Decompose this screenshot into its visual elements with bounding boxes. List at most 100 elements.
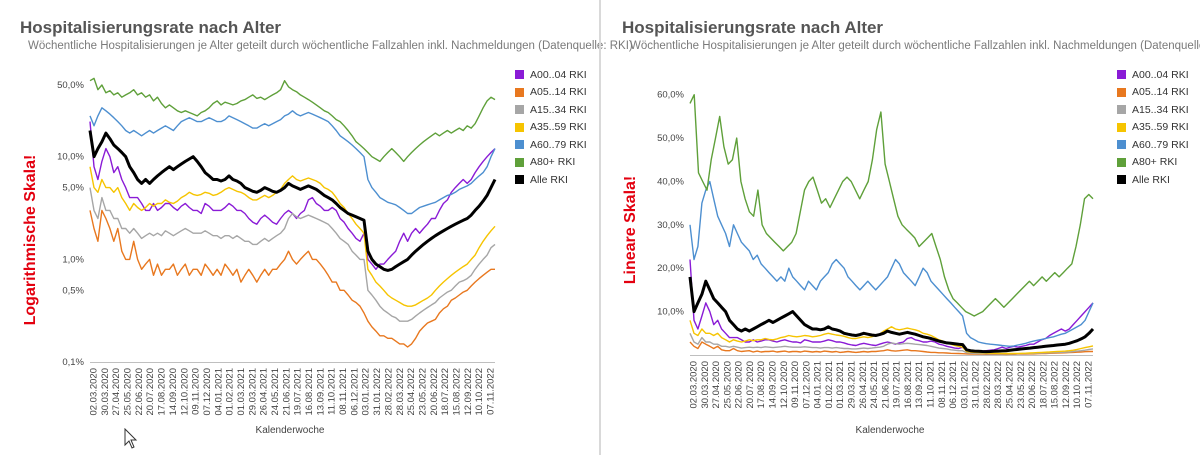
x-tick-label: 30.03.2020 <box>100 368 111 416</box>
x-tick-label: 29.03.2021 <box>247 368 258 416</box>
x-tick-label: 12.09.2022 <box>463 368 474 416</box>
legend-item: A80+ RKI <box>1117 154 1189 172</box>
x-tick-label: 20.06.2022 <box>429 368 440 416</box>
x-tick-label: 21.06.2021 <box>281 368 292 416</box>
y-tick-label: 10,0% <box>657 307 684 318</box>
x-tick-label: 31.01.2022 <box>372 368 383 416</box>
legend-swatch <box>515 87 524 97</box>
y-tick-label: 60,0% <box>657 90 684 101</box>
series-line-a00-04-rki <box>89 121 496 270</box>
x-tick-label: 01.03.2021 <box>835 361 846 409</box>
series-line-a80-rki <box>89 77 496 163</box>
y-tick-label: 30,0% <box>657 220 684 231</box>
y-axis-annotation: Lineare Skala! <box>622 176 639 285</box>
x-tick-label: 20.07.2020 <box>145 368 156 416</box>
x-tick-label: 10.10.2022 <box>1072 361 1083 409</box>
y-tick-label: 50,0% <box>657 133 684 144</box>
x-tick-label: 24.05.2021 <box>869 361 880 409</box>
panel-divider <box>599 0 601 455</box>
y-tick-label: 5,0% <box>62 183 84 194</box>
x-tick-label: 07.12.2020 <box>202 368 213 416</box>
legend-label: A35..59 RKI <box>530 121 587 134</box>
x-tick-label: 25.04.2022 <box>1005 361 1016 409</box>
x-tick-label: 21.06.2021 <box>880 361 891 409</box>
chart-panel-linear: Hospitalisierungsrate nach Alter Wöchent… <box>602 0 1200 455</box>
legend-label: A80+ RKI <box>1132 156 1178 169</box>
x-tick-label: 20.07.2020 <box>745 361 756 409</box>
x-tick-label: 23.05.2022 <box>417 368 428 416</box>
legend-swatch <box>1117 122 1126 132</box>
x-tick-label: 09.11.2020 <box>191 368 202 415</box>
legend-item: A80+ RKI <box>515 154 587 172</box>
x-tick-label: 13.09.2021 <box>914 361 925 409</box>
legend-label: A35..59 RKI <box>1132 121 1189 134</box>
x-tick-label: 10.10.2022 <box>474 368 485 416</box>
legend-label: Alle RKI <box>530 173 568 186</box>
x-tick-label: 04.01.2021 <box>213 368 224 416</box>
x-tick-label: 08.11.2021 <box>937 361 948 408</box>
x-axis-label: Kalenderwoche <box>256 425 325 436</box>
x-tick-label: 14.09.2020 <box>168 368 179 416</box>
x-tick-label: 30.03.2020 <box>700 361 711 409</box>
x-tick-label: 01.03.2021 <box>236 368 247 416</box>
x-tick-label: 16.08.2021 <box>903 361 914 409</box>
legend-item: A35..59 RKI <box>515 119 587 137</box>
y-tick-label: 0,5% <box>62 285 84 296</box>
x-tick-label: 01.02.2021 <box>824 361 835 409</box>
x-tick-label: 08.11.2021 <box>338 368 349 415</box>
x-tick-label: 02.03.2020 <box>89 368 100 416</box>
series-line-a15-34-rki <box>89 187 496 322</box>
legend-swatch <box>515 122 524 132</box>
legend-label: A80+ RKI <box>530 156 576 169</box>
x-tick-label: 03.01.2022 <box>361 368 372 416</box>
legend-item: A60..79 RKI <box>515 136 587 154</box>
x-tick-label: 25.05.2020 <box>722 361 733 409</box>
legend-item: A15..34 RKI <box>515 101 587 119</box>
x-tick-label: 28.02.2022 <box>982 361 993 409</box>
series-line-a80-rki <box>689 93 1094 317</box>
x-tick-label: 11.10.2021 <box>327 368 338 415</box>
legend-label: A05..14 RKI <box>1132 86 1189 99</box>
x-tick-label: 28.03.2022 <box>993 361 1004 409</box>
x-tick-label: 19.07.2021 <box>293 368 304 416</box>
series-line-a05-14-rki <box>89 209 495 348</box>
mouse-pointer-icon <box>124 428 138 449</box>
x-tick-label: 28.03.2022 <box>395 368 406 416</box>
legend-swatch <box>1117 140 1126 150</box>
x-tick-label: 28.02.2022 <box>383 368 394 416</box>
legend-swatch <box>1117 105 1126 115</box>
x-tick-label: 17.08.2020 <box>157 368 168 416</box>
legend-label: A15..34 RKI <box>530 103 587 116</box>
legend-item: Alle RKI <box>515 171 587 189</box>
x-tick-label: 14.09.2020 <box>768 361 779 409</box>
series-line-a60-79-rki <box>689 180 1094 347</box>
x-tick-label: 29.03.2021 <box>847 361 858 409</box>
x-tick-label: 03.01.2022 <box>959 361 970 409</box>
series-line-alle-rki <box>688 276 1095 354</box>
x-tick-label: 11.10.2021 <box>926 361 937 408</box>
x-tick-label: 22.06.2020 <box>134 368 145 416</box>
x-tick-label: 23.05.2022 <box>1016 361 1027 409</box>
legend-label: A00..04 RKI <box>530 68 587 81</box>
x-tick-label: 15.08.2022 <box>451 368 462 416</box>
y-tick-label: 1,0% <box>62 254 84 265</box>
x-tick-label: 24.05.2021 <box>270 368 281 416</box>
legend-item: A60..79 RKI <box>1117 136 1189 154</box>
legend-item: A05..14 RKI <box>515 84 587 102</box>
legend-swatch <box>1117 157 1126 167</box>
legend-label: A00..04 RKI <box>1132 68 1189 81</box>
legend-swatch <box>515 140 524 150</box>
x-tick-label: 07.12.2020 <box>801 361 812 409</box>
series-line-alle-rki <box>88 130 497 272</box>
chart-legend: A00..04 RKI A05..14 RKI A15..34 RKI A35..59… <box>515 66 587 189</box>
legend-label: A05..14 RKI <box>530 86 587 99</box>
y-tick-label: 50,0% <box>57 80 84 91</box>
x-tick-label: 04.01.2021 <box>813 361 824 409</box>
legend-item: Alle RKI <box>1117 171 1189 189</box>
y-tick-label: 10,0% <box>57 152 84 163</box>
y-tick-label: 40,0% <box>657 176 684 187</box>
series-line-a00-04-rki <box>689 259 1094 353</box>
chart-legend: A00..04 RKI A05..14 RKI A15..34 RKI A35..59… <box>1117 66 1189 189</box>
chart-svg-linear: Lineare Skala! 60,0% 50,0% 40,0% 30,0% 20,0% 1… <box>622 90 1095 436</box>
legend-label: A60..79 RKI <box>1132 138 1189 151</box>
